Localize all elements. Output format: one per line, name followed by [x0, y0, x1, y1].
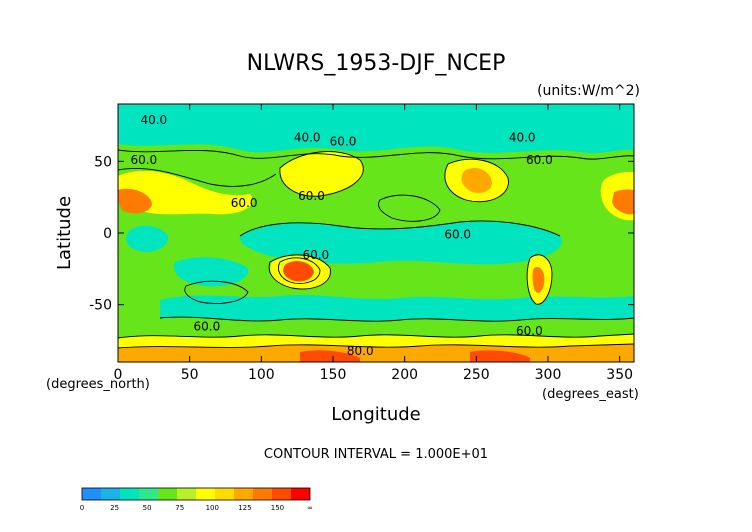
- colorbar-swatch: [253, 488, 272, 500]
- colorbar-label: 25: [110, 504, 119, 512]
- x-tick-label: 300: [535, 367, 562, 383]
- contour-label: 60.0: [194, 319, 221, 333]
- colorbar-swatch: [120, 488, 139, 500]
- contour-label: 40.0: [140, 113, 167, 127]
- map-field: 40.0 60.0 60.0 40.0 60.0 60.0 60.0 40.0 60.0 60.0…: [118, 104, 634, 362]
- north-america-yellow: [279, 151, 364, 197]
- contour-interval-footer: CONTOUR INTERVAL = 1.000E+01: [264, 447, 488, 462]
- y-axis: -50 0 50: [89, 154, 634, 314]
- x-axis: 0 50 100 150 200 250 300 350: [114, 104, 633, 383]
- indian-ocean-cyan: [174, 257, 249, 287]
- pacific-cyan-belt: [239, 220, 562, 265]
- contour-label: 40.0: [294, 130, 321, 144]
- colorbar-swatch: [196, 488, 215, 500]
- contour-label: 60.0: [231, 196, 258, 210]
- x-tick-label: 250: [463, 367, 490, 383]
- colorbar-swatch: [139, 488, 158, 500]
- colorbar-label: 150: [271, 504, 284, 512]
- contour-label: 40.0: [509, 130, 536, 144]
- contour-lines: [118, 149, 634, 349]
- colorbar-label: 50: [143, 504, 152, 512]
- colorbar-swatch: [291, 488, 310, 500]
- atlantic-cyan-patch: [126, 225, 169, 253]
- colorbar: 0 25 50 75 100 125 150 ∞: [80, 487, 313, 512]
- colorbar-frame: [81, 487, 311, 501]
- contour-labels: 40.0 60.0 60.0 40.0 60.0 60.0 60.0 40.0 60.0 60.0…: [130, 113, 552, 358]
- y-tick-label: -50: [89, 298, 112, 314]
- x-tick-label: 50: [181, 367, 199, 383]
- colorbar-swatch: [101, 488, 120, 500]
- contour-label: 60.0: [526, 153, 553, 167]
- tibet-orange: [612, 189, 634, 215]
- y-unit-label: (degrees_north): [46, 377, 150, 392]
- x-tick-label: 0: [114, 367, 123, 383]
- x-axis-label: Longitude: [331, 404, 421, 425]
- units-label: (units:W/m^2): [537, 83, 640, 99]
- colorbar-swatch: [82, 488, 101, 500]
- colorbar-swatch: [177, 488, 196, 500]
- contour-label: 60.0: [444, 228, 471, 242]
- chart-title: NLWRS_1953-DJF_NCEP: [247, 51, 506, 76]
- colorbar-label: ∞: [307, 504, 313, 512]
- colorbar-swatch: [234, 488, 253, 500]
- arctic-band: [118, 104, 634, 144]
- y-axis-label: Latitude: [54, 196, 75, 270]
- contour-label: 60.0: [302, 248, 329, 262]
- southern-cyan-belt: [160, 295, 634, 322]
- colorbar-swatch: [215, 488, 234, 500]
- x-tick-label: 150: [320, 367, 347, 383]
- arabia-orange: [118, 188, 152, 214]
- colorbar-label: 125: [238, 504, 251, 512]
- contour-label: 60.0: [130, 153, 157, 167]
- colorbar-swatch: [272, 488, 291, 500]
- x-tick-label: 100: [248, 367, 275, 383]
- x-tick-label: 350: [606, 367, 633, 383]
- x-unit-label: (degrees_east): [542, 387, 639, 402]
- x-tick-label: 200: [391, 367, 418, 383]
- contour-label: 60.0: [330, 135, 357, 149]
- y-tick-label: 0: [103, 226, 112, 242]
- contour-label: 60.0: [298, 189, 325, 203]
- colorbar-label: 0: [80, 504, 84, 512]
- contour-label: 60.0: [516, 324, 543, 338]
- sahara-orange: [461, 167, 492, 193]
- andes-orange: [532, 266, 545, 293]
- colorbar-label: 100: [206, 504, 219, 512]
- contour-label: 80.0: [347, 344, 374, 358]
- australia-red: [283, 261, 314, 282]
- colorbar-label: 75: [175, 504, 184, 512]
- arctic-wave: [118, 140, 634, 154]
- y-tick-label: 50: [94, 154, 112, 170]
- colorbar-swatch: [158, 488, 177, 500]
- antarctic-red-spots: [300, 350, 530, 362]
